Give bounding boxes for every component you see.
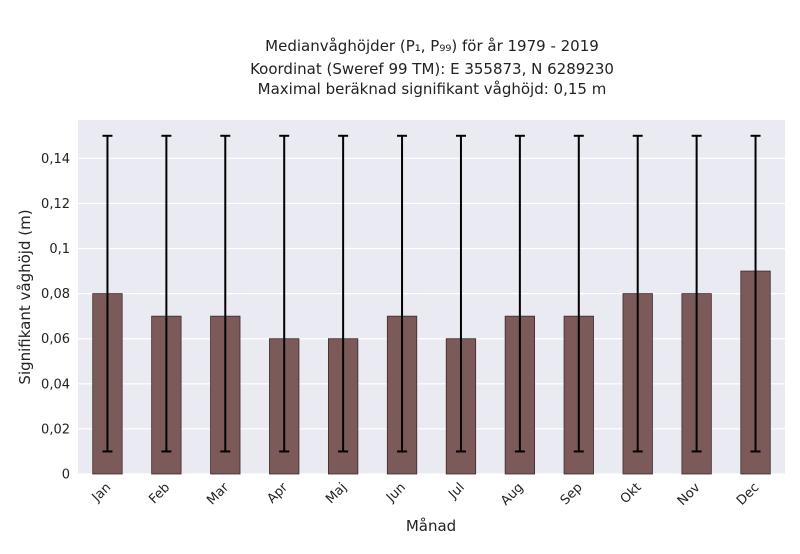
y-tick-label: 0,14 (41, 152, 70, 167)
grid (78, 157, 785, 475)
y-tick-label: 0,08 (41, 287, 70, 302)
chart-title-line-2: Koordinat (Sweref 99 TM): E 355873, N 62… (250, 60, 614, 78)
x-tick-label: Nov (675, 480, 704, 509)
x-axis-title: Månad (406, 517, 456, 535)
chart-title-line-1: Medianvåghöjder (P₁, P₉₉) för år 1979 - … (265, 37, 599, 55)
x-tick-label: Okt (618, 480, 645, 507)
y-tick-label: 0,12 (41, 197, 70, 212)
x-tick-label: Aug (498, 480, 527, 509)
y-tick-label: 0 (62, 468, 70, 483)
y-tick-label: 0,02 (41, 422, 70, 437)
y-axis-title: Signifikant våghöjd (m) (16, 209, 34, 384)
x-tick-label: Feb (146, 480, 173, 507)
y-tick-label: 0,1 (49, 242, 70, 257)
y-tick-label: 0,04 (41, 377, 70, 392)
x-tick-label: Dec (734, 480, 762, 508)
y-axis-ticks: 0 0,02 0,04 0,06 0,08 0,1 0,12 0,14 (41, 152, 70, 483)
x-tick-label: Maj (323, 480, 350, 507)
plot-area (78, 120, 785, 474)
x-tick-label: Mar (204, 480, 232, 508)
y-tick-label: 0,06 (41, 332, 70, 347)
chart-title-line-3: Maximal beräknad signifikant våghöjd: 0,… (258, 80, 607, 98)
x-tick-label: Jul (445, 480, 467, 502)
error-bars (102, 134, 761, 453)
x-tick-label: Jan (89, 480, 114, 505)
x-tick-label: Sep (558, 480, 586, 508)
x-axis-ticks: Jan Feb Mar Apr Maj Jun Jul Aug Sep Okt Nov Dec (89, 480, 763, 509)
x-tick-label: Jun (383, 480, 409, 506)
x-tick-label: Apr (265, 480, 292, 507)
